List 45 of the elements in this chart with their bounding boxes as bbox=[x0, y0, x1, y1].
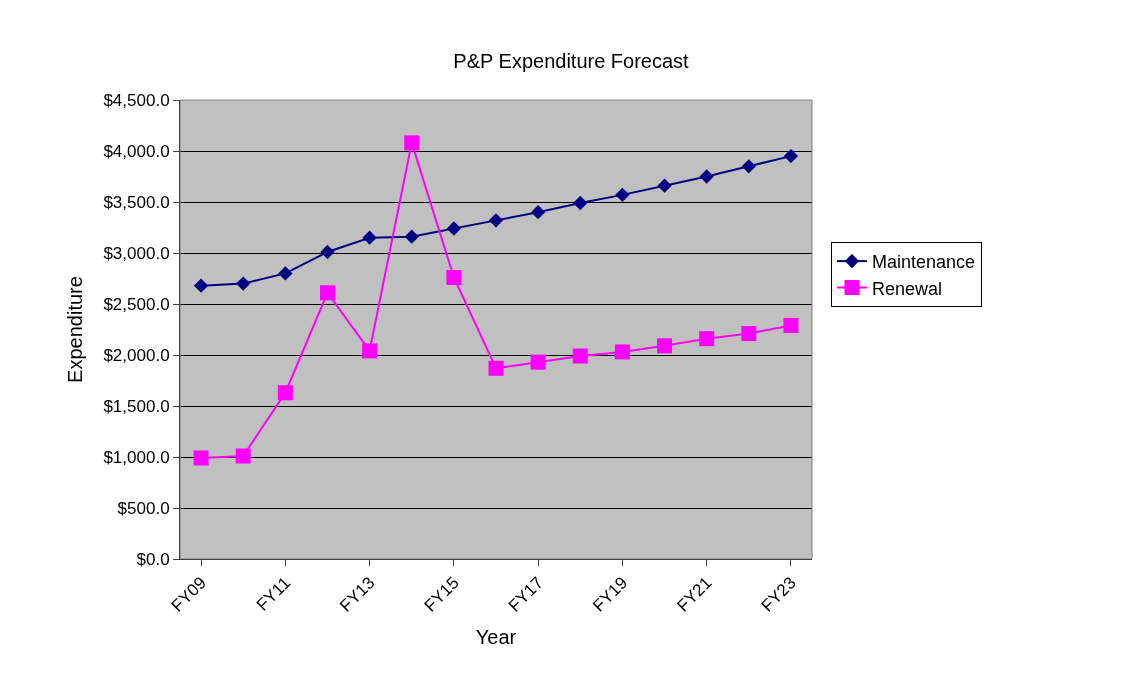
x-axis-title: Year bbox=[475, 625, 517, 648]
chart-title: P&P Expenditure Forecast bbox=[453, 50, 690, 73]
y-tick-label: $0.0 bbox=[136, 549, 170, 569]
point bbox=[530, 205, 546, 220]
point bbox=[530, 354, 546, 370]
point bbox=[278, 266, 293, 281]
point bbox=[783, 317, 799, 333]
point bbox=[446, 269, 462, 285]
point bbox=[404, 229, 419, 244]
y-tick-label: $3,000.0 bbox=[103, 243, 170, 263]
y-tick-label: $4,000.0 bbox=[103, 141, 170, 161]
point bbox=[193, 450, 209, 466]
point bbox=[362, 343, 378, 359]
point bbox=[573, 195, 588, 211]
y-tick-label: $1,000.0 bbox=[103, 447, 170, 467]
point bbox=[362, 230, 377, 245]
y-tick-label: $1,500.0 bbox=[103, 396, 170, 416]
point bbox=[699, 331, 715, 347]
point bbox=[572, 348, 588, 364]
point bbox=[699, 169, 714, 184]
y-axis-title: Expenditure bbox=[63, 276, 86, 383]
legend-label: Maintenance bbox=[871, 252, 976, 273]
point bbox=[446, 221, 462, 236]
y-tick-label: $4,500.0 bbox=[103, 90, 170, 110]
point bbox=[741, 159, 756, 174]
point bbox=[615, 187, 630, 203]
point bbox=[320, 244, 335, 260]
point bbox=[404, 135, 420, 151]
point bbox=[657, 338, 673, 354]
point bbox=[488, 213, 504, 228]
y-tick-label: $2,500.0 bbox=[103, 294, 170, 314]
point bbox=[236, 276, 251, 291]
point bbox=[235, 448, 251, 464]
point bbox=[488, 360, 504, 376]
point bbox=[319, 285, 335, 301]
point bbox=[193, 278, 209, 293]
y-tick-label: $3,500.0 bbox=[103, 192, 170, 212]
legend-label: Renewal bbox=[871, 278, 943, 299]
point bbox=[741, 326, 757, 342]
point bbox=[277, 385, 293, 401]
point bbox=[783, 148, 799, 164]
y-tick-label: $500.0 bbox=[117, 498, 170, 518]
point bbox=[614, 344, 630, 360]
y-tick-label: $2,000.0 bbox=[103, 345, 170, 365]
point bbox=[657, 178, 672, 193]
